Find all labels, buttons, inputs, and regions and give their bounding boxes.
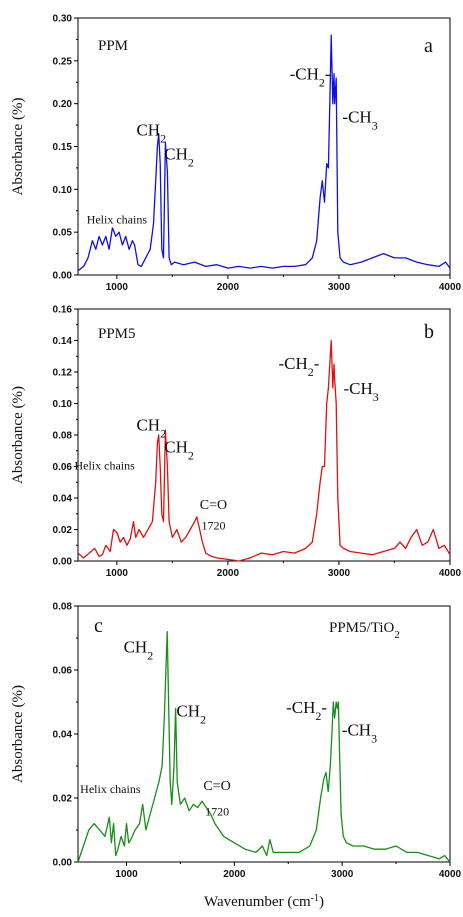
- spectrum-line: [77, 34, 451, 272]
- y-tick-label: 0.00: [53, 271, 73, 282]
- peak-annotation: -CH3: [342, 108, 377, 133]
- y-tick-label: 0.02: [53, 525, 73, 536]
- y-tick-label: 0.20: [53, 99, 73, 110]
- panel-letter: b: [424, 321, 434, 343]
- sample-label: PPM: [98, 38, 128, 54]
- y-tick-label: 0.04: [53, 730, 73, 741]
- y-tick-label: 0.12: [53, 368, 73, 379]
- y-tick-label: 0.25: [53, 56, 73, 67]
- x-tick-label: 3000: [328, 282, 351, 293]
- panel-letter: c: [94, 615, 103, 637]
- x-axis-label: Wavenumber (cm-1): [204, 893, 324, 911]
- y-tick-label: 0.00: [53, 557, 73, 568]
- y-tick-label: 0.14: [53, 336, 73, 347]
- peak-annotation: 1720: [201, 519, 225, 533]
- peak-annotation: 1720: [205, 805, 229, 819]
- peak-annotation: -CH2-: [279, 354, 320, 379]
- x-tick-label: 1000: [115, 869, 138, 880]
- sample-label: PPM5: [98, 326, 136, 342]
- x-tick-label: 4000: [439, 869, 462, 880]
- y-tick-label: 0.00: [53, 858, 73, 869]
- x-tick-label: 3000: [331, 869, 354, 880]
- y-tick-label: 0.15: [53, 142, 73, 153]
- peak-annotation: C=O: [203, 779, 230, 794]
- panel-letter: a: [424, 35, 433, 57]
- peak-annotation: CH2: [136, 415, 166, 440]
- y-tick-label: 0.30: [53, 14, 73, 25]
- peak-annotation: CH2: [164, 437, 194, 462]
- y-tick-label: 0.10: [53, 399, 73, 410]
- x-tick-label: 1000: [106, 568, 129, 579]
- x-tick-label: 4000: [439, 568, 462, 579]
- y-tick-label: 0.02: [53, 794, 73, 805]
- y-tick-label: 0.08: [53, 602, 73, 613]
- peak-annotation: CH2: [176, 701, 206, 726]
- panel-c: 0.00 0.02 0.04 0.06 0.08 1000 2000 3000 4000 Abso…: [10, 602, 462, 911]
- spectrum-line: [77, 630, 451, 863]
- peak-annotation: Helix chains: [87, 213, 148, 227]
- x-tick-label: 2000: [223, 869, 246, 880]
- y-axis-label: Absorbance (%): [10, 685, 26, 783]
- spectrum-line: [77, 339, 451, 562]
- panel-b: 0.00 0.02 0.04 0.06 0.08 0.10 0.12 0.14 0.16 1000…: [10, 305, 462, 580]
- peak-annotation: C=O: [200, 498, 227, 513]
- peak-annotation: CH2: [124, 637, 154, 662]
- peak-annotation: -CH3: [342, 721, 377, 746]
- y-tick-label: 0.06: [53, 462, 73, 473]
- x-tick-label: 1000: [106, 282, 129, 293]
- x-tick-label: 2000: [217, 282, 240, 293]
- peak-annotation: CH2: [164, 144, 194, 169]
- peak-annotation: Helix chains: [74, 459, 135, 473]
- y-tick-label: 0.06: [53, 666, 73, 677]
- panel-a: 0.00 0.05 0.10 0.15 0.20 0.25 0.30 1000 2000 3000…: [10, 14, 462, 294]
- y-axis-label: Absorbance (%): [10, 98, 26, 196]
- y-tick-label: 0.04: [53, 494, 73, 505]
- plot-frame: [77, 17, 451, 276]
- x-tick-label: 3000: [328, 568, 351, 579]
- peak-annotation: -CH3: [344, 379, 379, 404]
- peak-annotation: CH2: [136, 120, 166, 145]
- y-axis-label: Absorbance (%): [10, 386, 26, 484]
- sample-label: PPM5/TiO2: [329, 620, 400, 641]
- x-tick-label: 4000: [439, 282, 462, 293]
- x-tick-label: 2000: [217, 568, 240, 579]
- peak-annotation: Helix chains: [80, 782, 141, 796]
- peak-annotation: -CH2-: [286, 698, 327, 723]
- y-tick-label: 0.05: [53, 228, 73, 239]
- y-tick-label: 0.16: [53, 305, 73, 316]
- peak-annotation: -CH2-: [290, 65, 331, 90]
- y-tick-label: 0.08: [53, 431, 73, 442]
- y-tick-label: 0.10: [53, 185, 73, 196]
